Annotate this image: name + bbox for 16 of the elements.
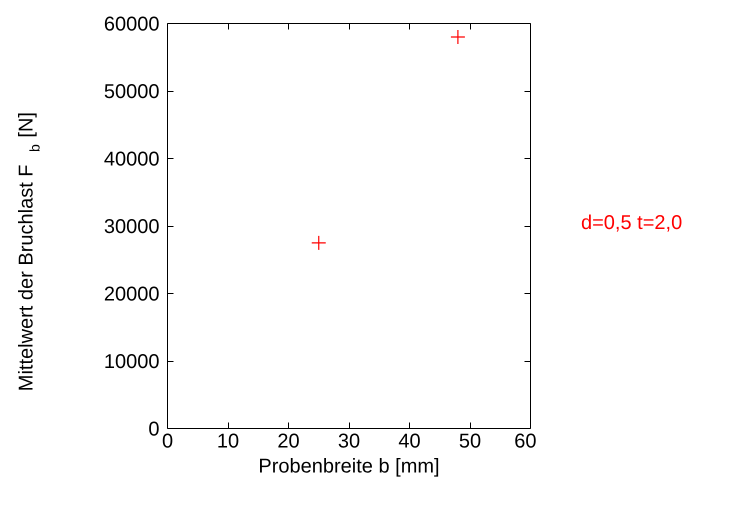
y-tick-label: 30000 [104,216,160,238]
x-tick-label: 40 [398,430,421,452]
x-axis-title: Probenbreite b [mm] [258,456,440,478]
y-tick-label: 20000 [104,284,160,306]
text: d=0,5 t=2,0 [581,212,682,235]
x-tick-label: 50 [458,430,482,452]
x-tick-label: 20 [277,430,300,452]
y-axis-title: Mittelwert der Bruchlast Fb [N] [16,112,42,392]
x-tick-label: 60 [514,430,537,452]
x-tick-label: 0 [162,430,174,452]
x-tick-label: 30 [338,430,360,452]
y-tick-label: 40000 [104,148,160,170]
y-tick-label: 10000 [104,351,160,373]
x-tick-label: 10 [216,430,240,452]
y-tick-label: 60000 [104,14,160,36]
y-tick-label: 50000 [104,81,160,103]
